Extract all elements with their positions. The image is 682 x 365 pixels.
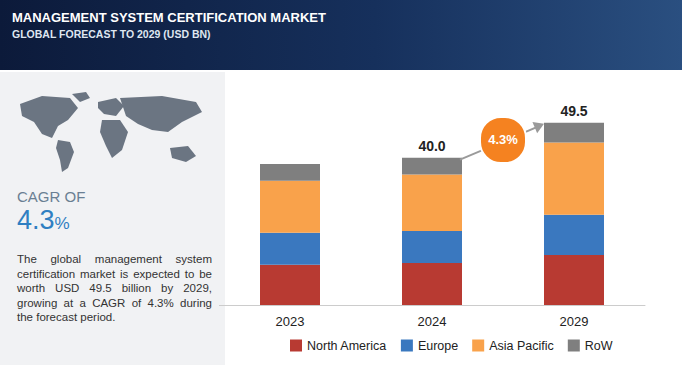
svg-text:Europe: Europe [418,339,458,353]
html-text:The global management system c: The global management system certificati… [17,253,212,324]
svg-text:40.0: 40.0 [418,138,445,154]
svg-text:RoW: RoW [585,339,613,353]
svg-text:2023: 2023 [276,314,305,329]
html-text:CAGR OF: CAGR OF [17,188,86,205]
svg-text:North America: North America [307,339,386,353]
html-text:4.3%: 4.3% [488,132,518,148]
html-text:MANAGEMENT SYSTEM CERTIFICATIO: MANAGEMENT SYSTEM CERTIFICATION MARKET [12,10,326,25]
svg-text:2024: 2024 [418,314,447,329]
svg-text:49.5: 49.5 [560,103,587,119]
svg-text:Asia Pacific: Asia Pacific [489,339,554,353]
html-text:GLOBAL FORECAST TO 2029 (USD B: GLOBAL FORECAST TO 2029 (USD BN) [12,28,211,40]
html-text:4.3%: 4.3% [17,205,70,235]
svg-text:2029: 2029 [560,314,589,329]
